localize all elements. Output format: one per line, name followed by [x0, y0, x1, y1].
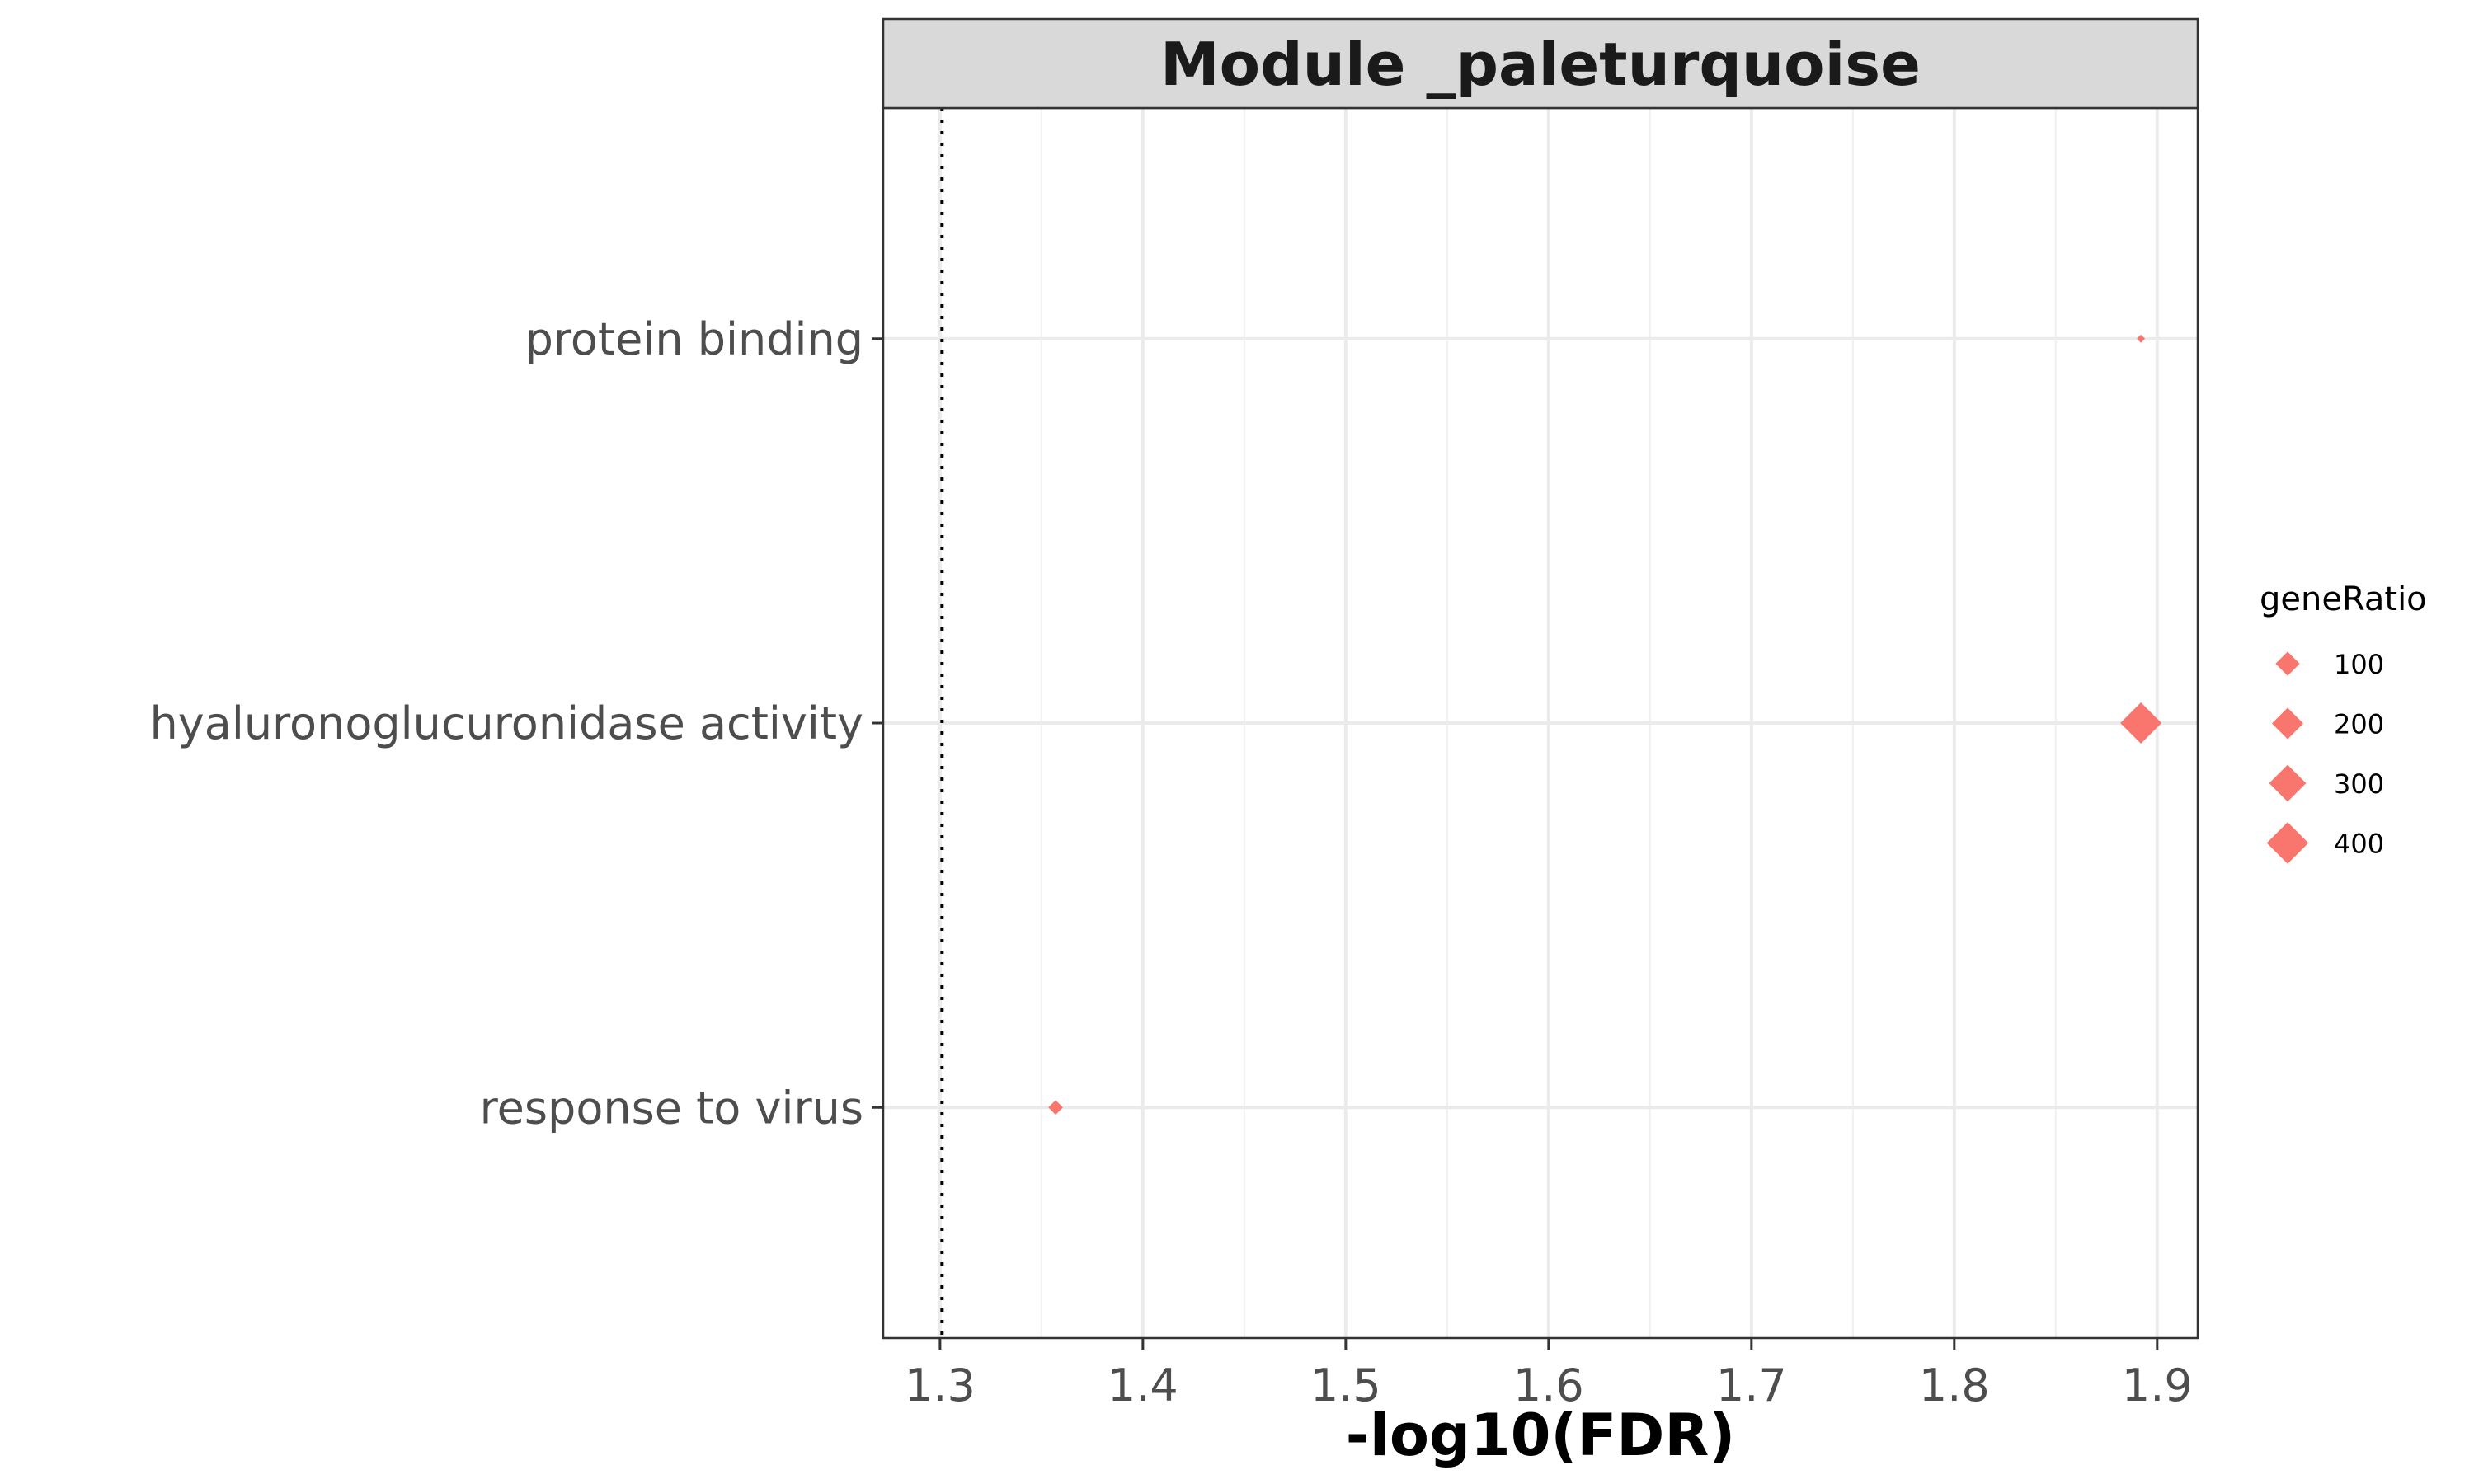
data-point [1048, 1100, 1063, 1115]
legend-key [2266, 822, 2309, 864]
y-tick-label: hyaluronoglucuronidase activity [150, 697, 863, 749]
legend-label: 100 [2334, 649, 2384, 680]
legend-title: geneRatio [2260, 580, 2427, 618]
x-tick-label: 1.8 [1919, 1360, 1990, 1411]
x-tick-label: 1.6 [1513, 1360, 1584, 1411]
legend-key [2275, 651, 2300, 676]
chart-title: Module _paleturquoise [1160, 30, 1921, 99]
data-point [2120, 702, 2162, 744]
x-tick-label: 1.5 [1310, 1360, 1381, 1411]
data-point [2137, 334, 2146, 343]
data-points [1048, 334, 2162, 1115]
y-tick-label: response to virus [480, 1082, 863, 1134]
legend-label: 300 [2334, 768, 2384, 800]
x-tick-label: 1.3 [905, 1360, 976, 1411]
legend-label: 200 [2334, 709, 2384, 740]
y-axis: protein binding hyaluronoglucuronidase ac… [150, 313, 883, 1134]
x-axis: 1.3 1.4 1.5 1.6 1.7 1.8 1.9 [905, 1338, 2193, 1411]
y-tick-label: protein binding [525, 313, 863, 365]
x-axis-title: -log10(FDR) [1346, 1402, 1735, 1469]
x-tick-label: 1.4 [1108, 1360, 1178, 1411]
major-gridlines [883, 108, 2198, 1338]
facet-strip: Module _paleturquoise [882, 17, 2199, 110]
legend-key [2271, 707, 2304, 740]
legend: geneRatio 100 200 300 400 [2260, 580, 2427, 864]
legend-key [2269, 764, 2307, 802]
legend-label: 400 [2334, 829, 2384, 860]
strip-background [882, 17, 2199, 110]
x-tick-label: 1.7 [1716, 1360, 1787, 1411]
x-tick-label: 1.9 [2122, 1360, 2193, 1411]
